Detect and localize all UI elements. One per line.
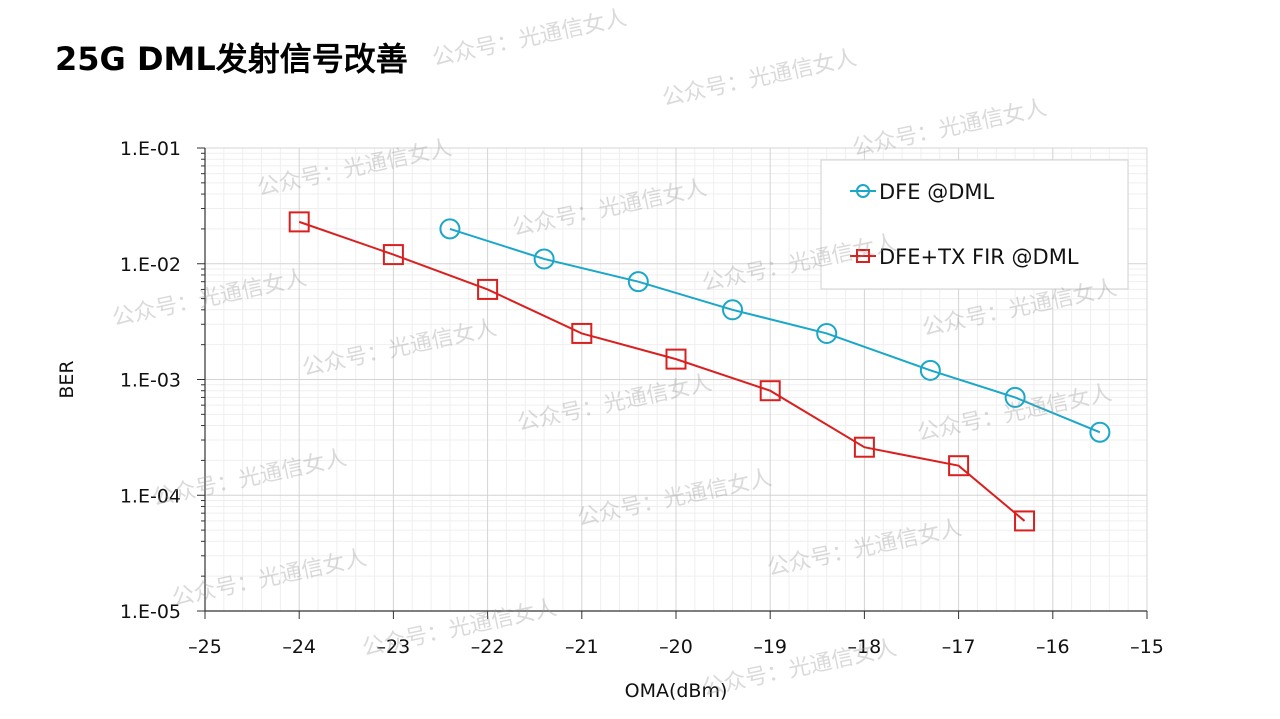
y-axis-label: BER <box>56 360 78 398</box>
data-point-circle <box>439 218 461 240</box>
x-axis-label: OMA(dBm) <box>625 680 728 702</box>
data-point-square <box>948 455 970 477</box>
data-point-square <box>665 348 687 370</box>
data-point-square <box>1014 510 1036 532</box>
y-tick-label: 1.E-02 <box>120 254 181 276</box>
y-tick-label: 1.E-04 <box>120 485 181 507</box>
x-tick-label: –18 <box>848 636 882 658</box>
data-point-square <box>759 380 781 402</box>
legend-square-icon <box>856 249 870 263</box>
data-point-circle <box>1004 386 1026 408</box>
page-title: 25G DML发射信号改善 <box>55 40 408 78</box>
data-point-square <box>853 436 875 458</box>
data-point-circle <box>533 248 555 270</box>
legend-circle-icon <box>856 184 870 198</box>
legend-label: DFE+TX FIR @DML <box>879 245 1079 269</box>
data-point-square <box>288 211 310 233</box>
data-point-square <box>477 278 499 300</box>
x-tick-label: –25 <box>188 636 222 658</box>
x-tick-label: –16 <box>1036 636 1070 658</box>
x-tick-label: –22 <box>471 636 505 658</box>
x-tick-label: –21 <box>565 636 599 658</box>
data-point-square <box>571 322 593 344</box>
data-point-circle <box>816 322 838 344</box>
series-line-dfe <box>449 227 1101 434</box>
data-point-circle <box>722 299 744 321</box>
data-point-circle <box>1089 421 1111 443</box>
series-line-dfe-tx-fir <box>298 220 1026 522</box>
y-tick-label: 1.E-01 <box>120 138 181 160</box>
x-tick-label: –17 <box>942 636 976 658</box>
x-tick-label: –20 <box>659 636 693 658</box>
x-tick-label: –19 <box>753 636 787 658</box>
y-tick-label: 1.E-05 <box>120 601 181 623</box>
data-point-square <box>382 244 404 266</box>
x-tick-label: –23 <box>377 636 411 658</box>
x-tick-label: –15 <box>1130 636 1164 658</box>
data-point-circle <box>919 359 941 381</box>
data-point-circle <box>627 271 649 293</box>
y-tick-label: 1.E-03 <box>120 370 181 392</box>
legend-box <box>820 159 1129 290</box>
legend-label: DFE @DML <box>879 180 994 204</box>
x-tick-label: –24 <box>282 636 316 658</box>
